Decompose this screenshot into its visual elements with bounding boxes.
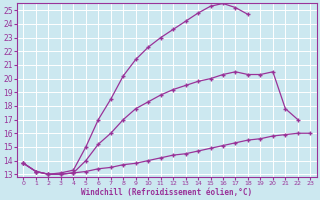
X-axis label: Windchill (Refroidissement éolien,°C): Windchill (Refroidissement éolien,°C) (81, 188, 252, 197)
